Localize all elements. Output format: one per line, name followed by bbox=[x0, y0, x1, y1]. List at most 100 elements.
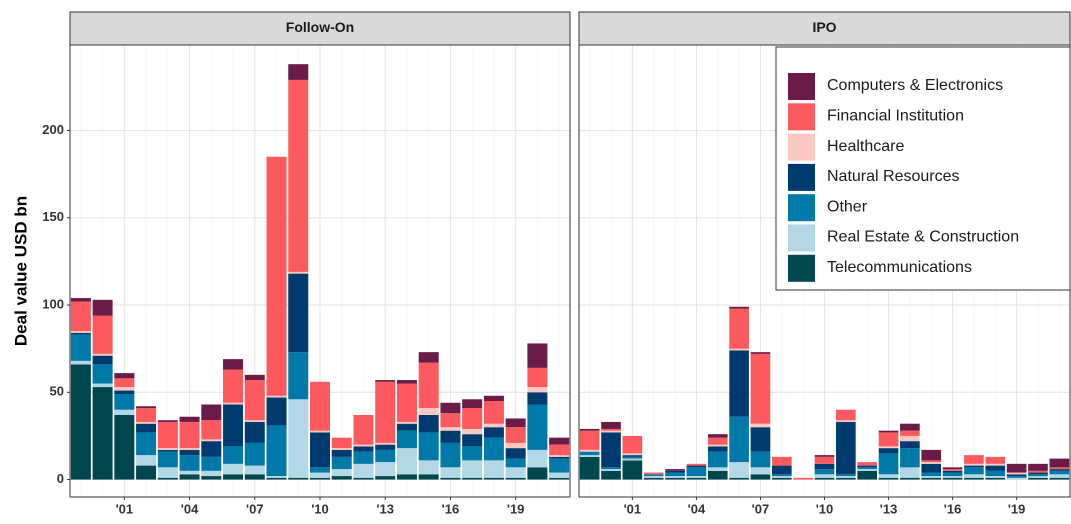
bar-segment bbox=[921, 477, 942, 480]
bar-segment bbox=[136, 455, 157, 466]
bar-segment bbox=[223, 446, 244, 464]
bar-segment bbox=[1028, 476, 1048, 478]
bar-segment bbox=[549, 456, 570, 459]
bar-segment bbox=[964, 474, 984, 478]
bar-segment bbox=[942, 476, 963, 478]
legend-label: Other bbox=[827, 198, 868, 215]
bar-segment bbox=[1006, 477, 1027, 480]
bar-segment bbox=[686, 477, 707, 480]
bar-segment bbox=[114, 387, 135, 391]
bar-segment bbox=[527, 467, 548, 480]
bar-segment bbox=[483, 401, 504, 424]
bar-segment bbox=[1006, 476, 1027, 478]
bar-segment bbox=[179, 470, 200, 475]
bar-segment bbox=[418, 432, 439, 461]
bar-segment bbox=[750, 474, 771, 480]
bar-segment bbox=[440, 467, 461, 478]
bar-segment bbox=[157, 477, 178, 480]
bar-segment bbox=[1049, 474, 1070, 478]
legend-swatch bbox=[788, 194, 815, 222]
y-tick-label: 0 bbox=[57, 471, 64, 486]
bar-segment bbox=[223, 369, 244, 403]
bar-segment bbox=[440, 402, 461, 414]
bar-segment bbox=[418, 407, 439, 415]
bar-segment bbox=[686, 476, 707, 478]
bar-segment bbox=[375, 380, 396, 382]
bar-segment bbox=[985, 476, 1006, 478]
bar-segment bbox=[418, 460, 439, 475]
bar-segment bbox=[601, 470, 621, 480]
legend-label: Real Estate & Construction bbox=[827, 229, 1019, 246]
bar-segment bbox=[223, 359, 244, 370]
bar-segment bbox=[70, 332, 91, 335]
bar-segment bbox=[707, 437, 728, 445]
bar-segment bbox=[814, 455, 835, 457]
bar-segment bbox=[1028, 477, 1048, 480]
bar-segment bbox=[114, 390, 135, 395]
bar-segment bbox=[942, 467, 963, 470]
bar-segment bbox=[266, 156, 287, 396]
bar-segment bbox=[375, 462, 396, 477]
x-tick-label: '07 bbox=[246, 501, 264, 516]
bar-segment bbox=[750, 353, 771, 424]
bar-segment bbox=[729, 306, 749, 309]
y-tick-label: 50 bbox=[50, 384, 64, 399]
bar-segment bbox=[375, 476, 396, 480]
bar-segment bbox=[985, 477, 1006, 480]
bar-segment bbox=[601, 467, 621, 470]
bar-segment bbox=[771, 465, 792, 475]
bar-segment bbox=[878, 448, 899, 454]
facet-label: IPO bbox=[812, 19, 836, 35]
bar-segment bbox=[549, 437, 570, 445]
bar-segment bbox=[857, 465, 878, 468]
x-tick-label: '10 bbox=[816, 501, 834, 516]
bar-segment bbox=[179, 416, 200, 422]
bar-segment bbox=[136, 406, 157, 408]
bar-segment bbox=[1028, 472, 1048, 475]
bar-segment bbox=[900, 448, 920, 468]
bar-segment bbox=[964, 467, 984, 475]
bar-segment bbox=[223, 463, 244, 475]
bar-segment bbox=[179, 455, 200, 471]
bar-segment bbox=[462, 407, 483, 429]
bar-segment bbox=[353, 414, 374, 445]
bar-segment bbox=[729, 462, 749, 478]
bar-segment bbox=[665, 476, 685, 478]
bar-segment bbox=[921, 460, 942, 463]
bar-segment bbox=[396, 383, 417, 422]
bar-segment bbox=[964, 455, 984, 464]
bar-segment bbox=[836, 476, 856, 478]
bar-segment bbox=[396, 448, 417, 475]
bar-segment bbox=[310, 381, 330, 431]
bar-segment bbox=[527, 449, 548, 468]
bar-segment bbox=[1049, 467, 1070, 470]
bar-segment bbox=[353, 463, 374, 478]
bar-segment bbox=[266, 395, 287, 398]
bar-segment bbox=[878, 432, 899, 447]
bar-segment bbox=[396, 430, 417, 449]
facet-strip bbox=[69, 11, 571, 46]
legend-swatch bbox=[788, 73, 815, 100]
bar-segment bbox=[836, 477, 856, 480]
bar-segment bbox=[622, 435, 643, 454]
bar-segment bbox=[750, 352, 771, 354]
bar-segment bbox=[549, 444, 570, 456]
x-tick-label: '01 bbox=[624, 501, 642, 516]
bar-segment bbox=[70, 364, 91, 480]
bar-segment bbox=[92, 364, 113, 384]
bar-segment bbox=[549, 477, 570, 480]
bar-segment bbox=[579, 451, 600, 456]
bar-segment bbox=[729, 477, 749, 480]
bar-segment bbox=[505, 458, 526, 468]
bar-segment bbox=[729, 308, 749, 349]
bar-segment bbox=[114, 409, 135, 415]
bar-segment bbox=[622, 453, 643, 456]
bar-segment bbox=[964, 463, 984, 466]
bar-segment bbox=[375, 442, 396, 445]
bar-segment bbox=[136, 407, 157, 422]
bar-segment bbox=[483, 437, 504, 461]
bar-segment bbox=[157, 449, 178, 452]
bar-segment bbox=[92, 387, 113, 480]
bar-segment bbox=[310, 432, 330, 468]
